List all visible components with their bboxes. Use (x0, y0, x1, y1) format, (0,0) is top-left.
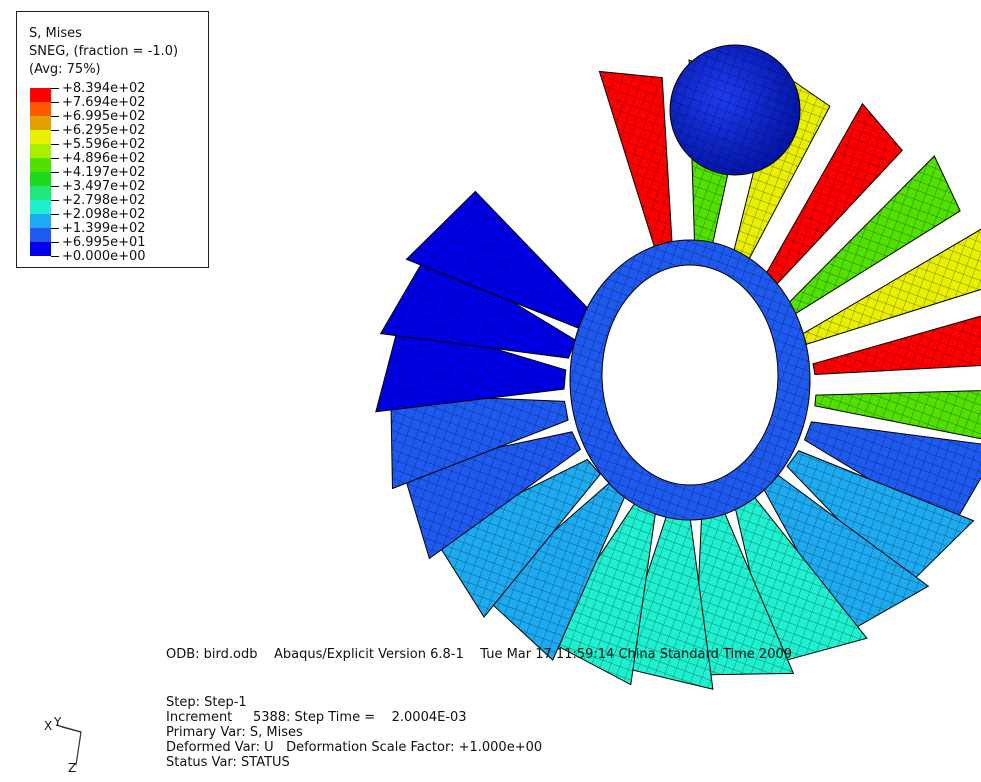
turbine-blades (375, 59, 981, 690)
legend-swatch (30, 144, 51, 158)
legend-swatch (30, 242, 51, 256)
legend-tick (51, 102, 59, 103)
legend-level: +6.295e+02 (62, 123, 146, 138)
blade-mesh (787, 450, 974, 589)
blade-mesh (390, 394, 569, 489)
legend-tick (51, 186, 59, 187)
blade-mesh (433, 459, 601, 617)
legend-tick (51, 130, 59, 131)
blade-mesh (814, 390, 981, 439)
blade-mesh (599, 71, 674, 273)
increment-info: Increment 5388: Step Time = 2.0004E-03 (166, 710, 467, 725)
primary-var-info: Primary Var: S, Mises (166, 725, 303, 740)
legend-title: S, Mises (29, 26, 82, 41)
legend-level: +4.197e+02 (62, 165, 146, 180)
legend-tick (51, 88, 59, 89)
legend-tick (51, 116, 59, 117)
blade-mesh (757, 103, 903, 295)
legend-swatch (30, 186, 51, 200)
step-info: Step: Step-1 (166, 695, 247, 710)
axis-x-label: X (44, 719, 53, 733)
legend-level: +4.896e+02 (62, 151, 146, 166)
legend-tick (51, 144, 59, 145)
axis-y-label: Y (54, 715, 62, 729)
legend-tick (51, 172, 59, 173)
contour-legend: S, Mises SNEG, (fraction = -1.0) (Avg: 7… (16, 11, 209, 268)
legend-level: +2.098e+02 (62, 207, 146, 222)
legend-swatch (30, 116, 51, 130)
legend-swatch (30, 88, 51, 102)
blade-mesh (406, 191, 593, 330)
legend-swatch (30, 158, 51, 172)
legend-averaging: (Avg: 75%) (29, 62, 101, 77)
legend-level: +3.497e+02 (62, 179, 146, 194)
legend-level: +6.995e+01 (62, 235, 146, 250)
legend-level: +2.798e+02 (62, 193, 146, 208)
legend-swatch (30, 228, 51, 242)
legend-level: +8.394e+02 (62, 81, 146, 96)
legend-tick (51, 200, 59, 201)
bird-sphere (669, 44, 801, 176)
axis-z-label: Z (68, 761, 77, 775)
blade-mesh (380, 251, 576, 359)
blade-mesh (763, 475, 929, 635)
legend-level: +6.995e+02 (62, 109, 146, 124)
legend-swatch (30, 214, 51, 228)
blade-mesh (782, 156, 961, 318)
legend-level: +1.399e+02 (62, 221, 146, 236)
legend-tick (51, 256, 59, 257)
blade-mesh (481, 482, 627, 661)
blade-mesh (812, 316, 981, 375)
blade-mesh (801, 229, 981, 345)
legend-level: +0.000e+00 (62, 249, 146, 264)
blade-mesh (804, 421, 981, 529)
legend-tick (51, 242, 59, 243)
legend-tick (51, 228, 59, 229)
blade-mesh (727, 71, 830, 280)
legend-level: +7.694e+02 (62, 95, 146, 110)
legend-swatch (30, 200, 51, 214)
status-var-info: Status Var: STATUS (166, 755, 290, 770)
legend-tick (51, 214, 59, 215)
deformed-var-info: Deformed Var: U Deformation Scale Factor… (166, 740, 543, 755)
blade-mesh (375, 320, 566, 412)
legend-tick (51, 158, 59, 159)
blade-mesh (694, 506, 794, 675)
legend-level: +5.596e+02 (62, 137, 146, 152)
odb-info: ODB: bird.odb Abaqus/Explicit Version 6.… (166, 647, 793, 662)
legend-swatch (30, 172, 51, 186)
hub-ring (569, 239, 811, 521)
blade-mesh (544, 499, 657, 685)
legend-swatch (30, 130, 51, 144)
blade-mesh (616, 508, 713, 690)
legend-subtitle: SNEG, (fraction = -1.0) (29, 44, 179, 59)
legend-swatch (30, 102, 51, 116)
